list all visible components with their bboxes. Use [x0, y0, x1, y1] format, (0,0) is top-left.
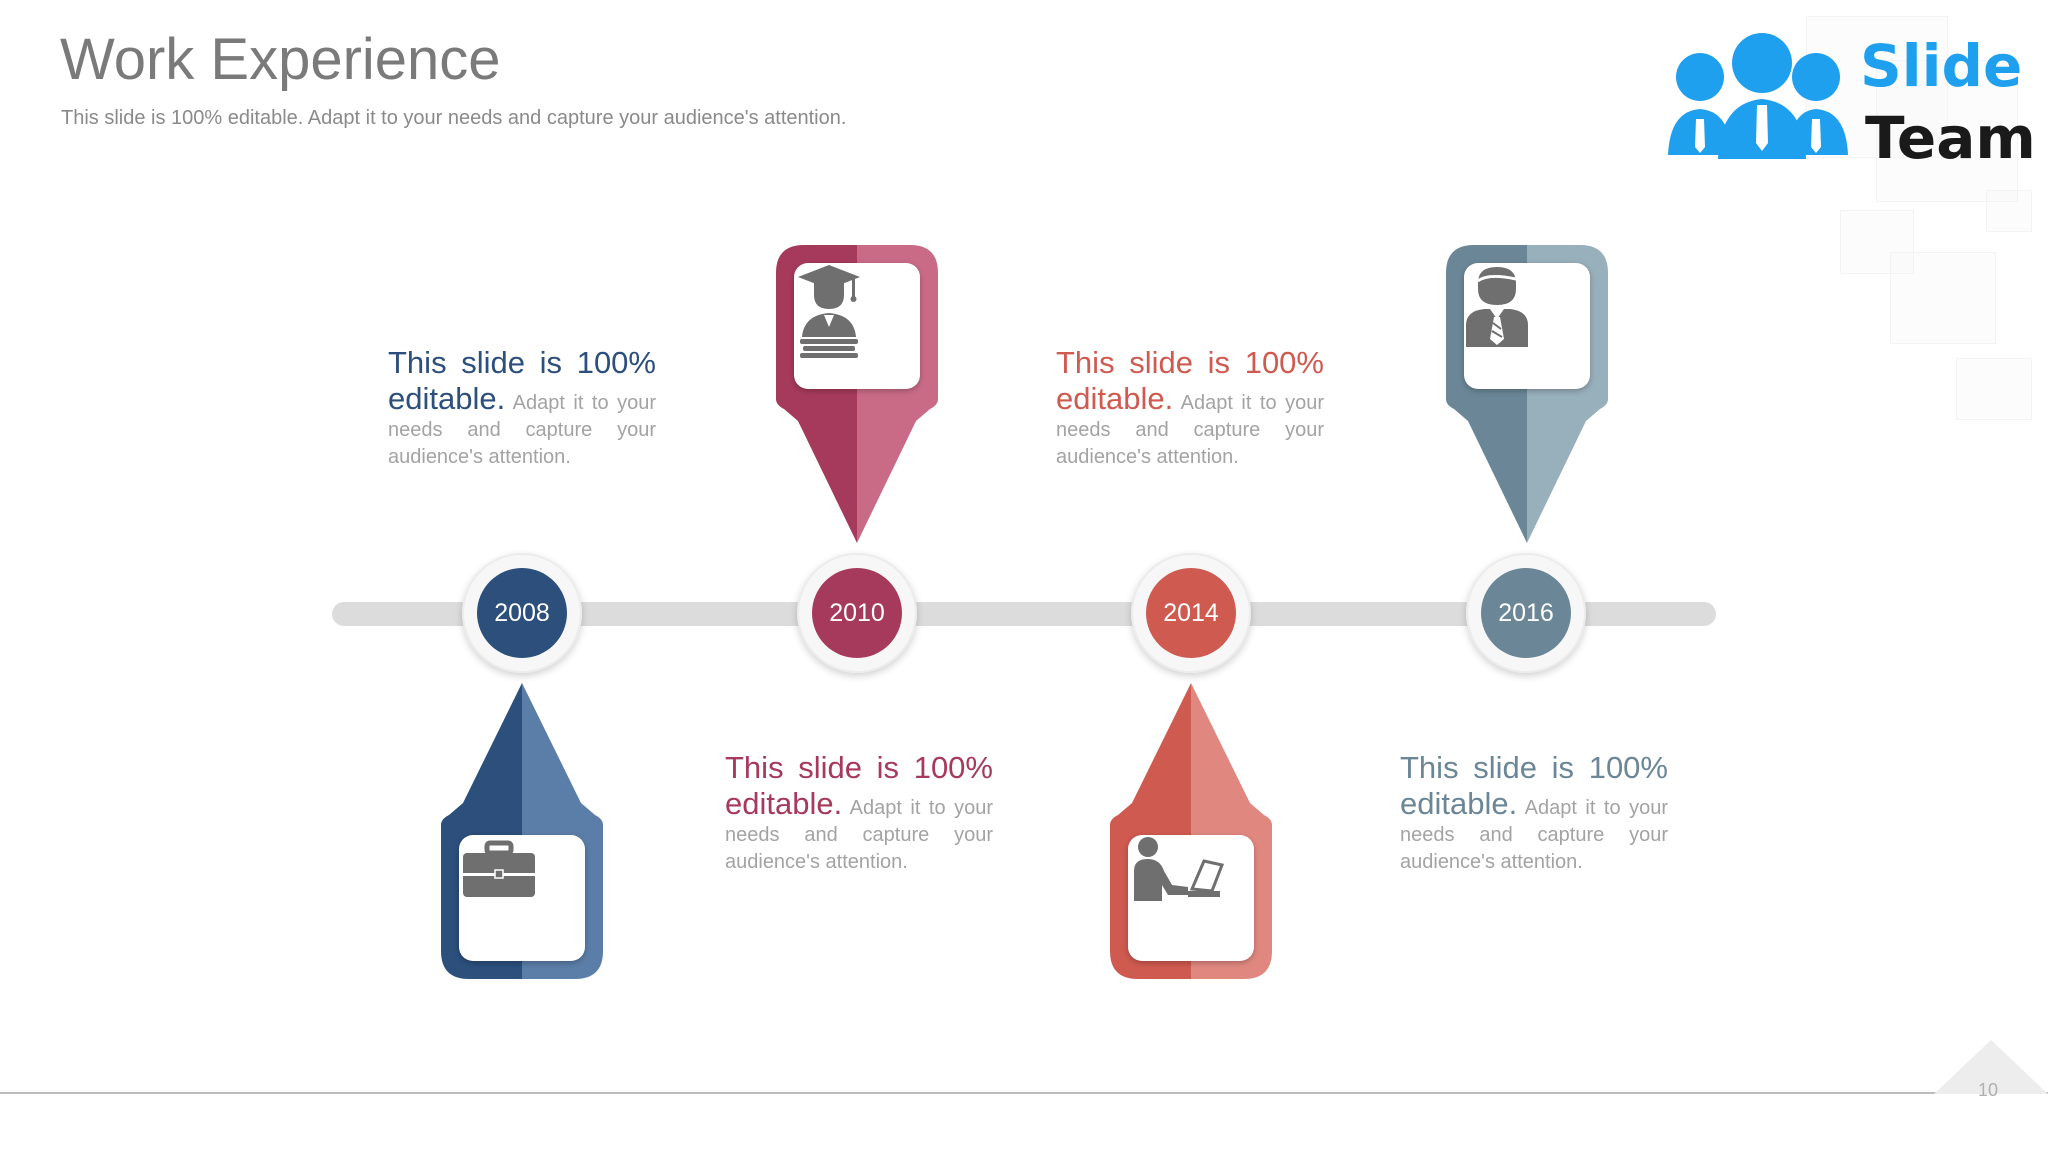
timeline-node-2014[interactable]: 2014 — [1131, 553, 1251, 673]
footer-divider — [0, 1092, 2048, 1094]
timeline-node-2016[interactable]: 2016 — [1466, 553, 1586, 673]
person-laptop-icon — [1134, 837, 1225, 901]
text-lead: This slide is 100% editable. — [388, 345, 656, 416]
year-label: 2010 — [812, 568, 902, 658]
pin-tile — [1464, 263, 1590, 389]
people-group-icon — [1668, 33, 1848, 159]
decor-square — [1890, 252, 1996, 344]
pin-2010[interactable] — [776, 245, 938, 543]
decor-square — [1876, 60, 2018, 202]
timeline-node-2010[interactable]: 2010 — [797, 553, 917, 673]
text-lead: This slide is 100% editable. — [1056, 345, 1324, 416]
page-number: 10 — [1978, 1080, 1999, 1100]
slide-title: Work Experience — [60, 27, 501, 92]
logo-word-slide: Slide — [1860, 32, 2023, 100]
text-body: Adapt it to your needs and capture your … — [1056, 392, 1324, 468]
pin-2014[interactable] — [1110, 683, 1272, 979]
text-block-2016: This slide is 100% editable. Adapt it to… — [1400, 750, 1668, 876]
text-lead: This slide is 100% editable. — [1400, 750, 1668, 821]
pin-tile — [794, 263, 920, 389]
decor-square — [1840, 210, 1914, 274]
corner-triangle — [1934, 1040, 2048, 1094]
text-block-2014: This slide is 100% editable. Adapt it to… — [1056, 345, 1324, 471]
text-block-2010: This slide is 100% editable. Adapt it to… — [725, 750, 993, 876]
pin-2008[interactable] — [441, 683, 603, 979]
timeline-node-2008[interactable]: 2008 — [462, 553, 582, 673]
graduate-icon — [798, 265, 860, 358]
year-label: 2016 — [1481, 568, 1571, 658]
pin-tile — [459, 835, 585, 961]
pin-2016[interactable] — [1446, 245, 1608, 543]
text-body: Adapt it to your needs and capture your … — [1400, 797, 1668, 873]
text-body: Adapt it to your needs and capture your … — [725, 797, 993, 873]
text-lead: This slide is 100% editable. — [725, 750, 993, 821]
year-label: 2014 — [1146, 568, 1236, 658]
text-body: Adapt it to your needs and capture your … — [388, 392, 656, 468]
slideteam-logo[interactable]: Slide Team — [1660, 25, 2036, 175]
briefcase-icon — [463, 840, 535, 897]
decor-square — [1956, 358, 2032, 420]
businessman-icon — [1466, 267, 1528, 347]
logo-word-team: Team — [1865, 104, 2036, 172]
decor-square — [1986, 190, 2032, 232]
slide-subtitle: This slide is 100% editable. Adapt it to… — [61, 107, 847, 129]
text-block-2008: This slide is 100% editable. Adapt it to… — [388, 345, 656, 471]
year-label: 2008 — [477, 568, 567, 658]
pin-tile — [1128, 835, 1254, 961]
